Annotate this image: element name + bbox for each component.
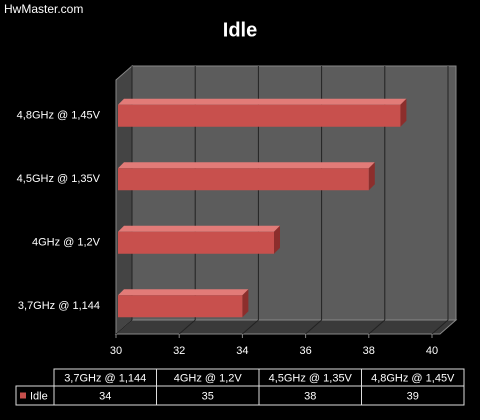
x-tick-label: 38 bbox=[363, 345, 375, 357]
bar-side bbox=[400, 98, 407, 127]
bar bbox=[118, 168, 369, 191]
bar-side bbox=[242, 289, 249, 318]
x-tick-label: 30 bbox=[110, 345, 122, 357]
bar-top bbox=[118, 225, 280, 232]
grid-line bbox=[305, 319, 322, 335]
bar-top bbox=[118, 98, 407, 105]
table-value: 34 bbox=[99, 390, 111, 402]
grid-line bbox=[431, 319, 449, 335]
bar bbox=[118, 231, 274, 254]
x-tick-label: 34 bbox=[236, 345, 248, 357]
legend-label: Idle bbox=[30, 390, 48, 402]
grid-line bbox=[368, 319, 386, 335]
table-header: 4,8GHz @ 1,45V bbox=[371, 372, 455, 384]
watermark: HwMaster.com bbox=[4, 2, 83, 16]
bar bbox=[118, 295, 243, 318]
x-tick-label: 36 bbox=[299, 345, 311, 357]
y-tick-label: 3,7GHz @ 1,144 bbox=[18, 300, 100, 312]
y-tick-label: 4GHz @ 1,2V bbox=[32, 237, 101, 249]
table-header: 3,7GHz @ 1,144 bbox=[64, 372, 146, 384]
floor bbox=[114, 319, 458, 335]
table-border bbox=[15, 385, 55, 406]
legend-key bbox=[20, 392, 26, 399]
table-value: 39 bbox=[407, 390, 419, 402]
grid-line bbox=[178, 319, 196, 335]
x-tick-label: 32 bbox=[173, 345, 185, 357]
grid-line bbox=[115, 319, 133, 335]
bar-side bbox=[274, 225, 280, 254]
table-value: 38 bbox=[304, 390, 316, 402]
bar-side bbox=[368, 162, 375, 191]
table-value: 35 bbox=[202, 390, 214, 402]
bar-top bbox=[118, 289, 249, 296]
grid-line bbox=[242, 319, 259, 335]
table-header: 4GHz @ 1,2V bbox=[174, 372, 243, 384]
bar-top bbox=[118, 162, 375, 169]
bar bbox=[118, 104, 401, 127]
table-header: 4,5GHz @ 1,35V bbox=[269, 372, 353, 384]
x-tick-label: 40 bbox=[426, 345, 438, 357]
chart-title: Idle bbox=[223, 19, 257, 41]
y-tick-label: 4,5GHz @ 1,35V bbox=[17, 173, 101, 185]
y-tick-label: 4,8GHz @ 1,45V bbox=[17, 110, 101, 122]
